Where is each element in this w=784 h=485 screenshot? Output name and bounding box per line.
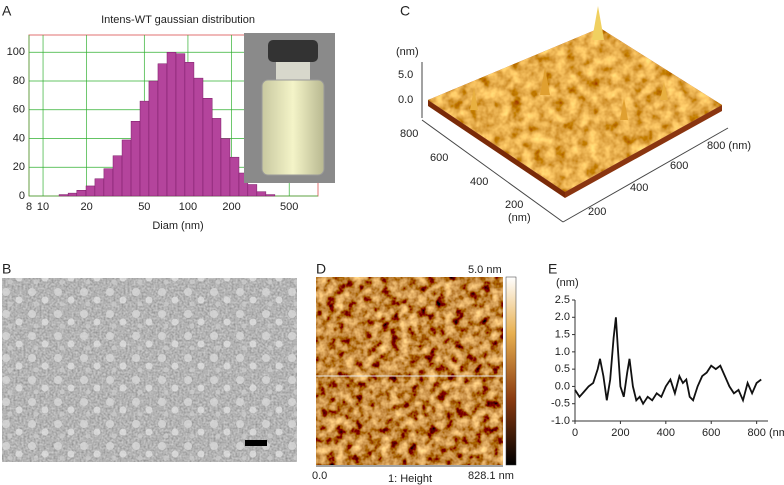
right-tick-label: 200 — [588, 206, 606, 218]
right-tick-label: 600 — [670, 160, 688, 172]
panel-label: B — [2, 261, 11, 277]
right-axis — [562, 127, 729, 223]
vial-neck — [276, 62, 310, 80]
bar — [121, 139, 132, 197]
bar — [256, 191, 267, 197]
bar — [85, 185, 96, 197]
x-tick-label: 20 — [81, 201, 93, 213]
bar — [265, 194, 276, 197]
z-tick-label: 5.0 — [398, 69, 413, 81]
surface-spike — [540, 68, 550, 95]
x-axis-label: Diam (nm) — [152, 220, 203, 232]
surface-side — [565, 105, 722, 198]
z-unit: (nm) — [396, 46, 419, 58]
y-tick-label: 100 — [7, 46, 25, 58]
y-tick-label: -0.5 — [551, 398, 570, 410]
y-tick-label: 20 — [13, 161, 25, 173]
y-tick-label: 60 — [13, 104, 25, 116]
panel-label: D — [316, 261, 326, 277]
surface-texture — [428, 28, 722, 192]
y-tick-label: 0 — [19, 190, 25, 202]
panel-label: C — [400, 3, 410, 19]
profile-line — [574, 317, 762, 406]
bar — [148, 80, 159, 197]
x-tick-label: 0 — [572, 427, 578, 439]
right-tick-label: 400 — [630, 182, 648, 194]
chart-title: Intens-WT gaussian distribution — [101, 14, 255, 26]
tem-image — [2, 278, 297, 462]
bar — [103, 168, 114, 197]
y-tick-label: 1.5 — [555, 328, 570, 340]
surface-side — [428, 100, 565, 198]
color-bar-label: 5.0 nm — [468, 264, 502, 276]
bar — [202, 98, 213, 197]
y-tick-label: 2.5 — [555, 294, 570, 306]
surface-spike — [470, 88, 478, 110]
bar — [229, 156, 240, 197]
y-tick-label: -1.0 — [551, 415, 570, 427]
afm-texture — [316, 277, 503, 465]
x-tick-label: 200 — [611, 427, 629, 439]
bar — [193, 77, 204, 197]
y-tick-label: 80 — [13, 75, 25, 87]
surface-spike — [660, 82, 668, 100]
x-axis-label: (nm) — [769, 427, 784, 439]
x-tick-label: 500 — [280, 201, 298, 213]
color-bar — [505, 276, 517, 466]
tem-particles — [2, 278, 297, 462]
bar — [94, 178, 105, 197]
left-tick-label: 600 — [430, 152, 448, 164]
y-tick-label: 0.5 — [555, 363, 570, 375]
bar — [130, 121, 141, 197]
x-tick-label: 8 — [26, 201, 32, 213]
surface-spike — [620, 98, 628, 120]
bar — [67, 192, 78, 197]
surface-spike — [592, 6, 604, 40]
y-tick-label: 0.0 — [555, 380, 570, 392]
y-axis-label: (nm) — [556, 277, 579, 289]
bar — [76, 190, 87, 197]
x-tick-label: 0.0 — [312, 470, 327, 482]
bar — [157, 63, 168, 197]
x-tick-label: 100 — [179, 201, 197, 213]
afm-2d: 5.0 nm 0.0 828.1 nm 1: Height — [312, 264, 517, 485]
bar — [166, 52, 177, 197]
panel-label: A — [2, 3, 12, 19]
left-tick-label: 800 — [400, 128, 418, 140]
bar — [175, 53, 186, 197]
left-tick-label: 400 — [470, 176, 488, 188]
x-tick-label: 828.1 nm — [468, 470, 514, 482]
bar — [112, 155, 123, 197]
left-axis — [421, 119, 564, 223]
y-tick-label: 40 — [13, 132, 25, 144]
bar — [247, 184, 258, 197]
right-tick-label: 800 (nm) — [707, 140, 751, 152]
vial-cap — [268, 40, 318, 62]
y-tick-label: 1.0 — [555, 346, 570, 358]
panel-a: Intens-WT gaussian distribution Diam (nm… — [101, 14, 255, 232]
z-tick-label: 0.0 — [398, 94, 413, 106]
x-tick-label: 200 — [222, 201, 240, 213]
x-tick-label: 50 — [138, 201, 150, 213]
panel-label: E — [548, 261, 557, 277]
bar — [139, 100, 150, 197]
bar — [58, 194, 69, 197]
left-unit: (nm) — [508, 212, 531, 224]
bar — [220, 138, 231, 197]
x-tick-label: 600 — [702, 427, 720, 439]
left-tick-label: 200 — [505, 199, 523, 211]
bar — [184, 62, 195, 197]
x-tick-label: 800 — [747, 427, 765, 439]
y-tick-label: 2.0 — [555, 311, 570, 323]
vial-body — [261, 79, 325, 176]
bar — [211, 118, 222, 197]
x-tick-label: 10 — [37, 201, 49, 213]
x-tick-label: 400 — [657, 427, 675, 439]
afm-3d: (nm) 5.0 0.0 800 600 400 200 (nm) 200 40… — [396, 6, 751, 224]
scale-bar — [245, 440, 267, 446]
channel-label: 1: Height — [388, 473, 432, 485]
